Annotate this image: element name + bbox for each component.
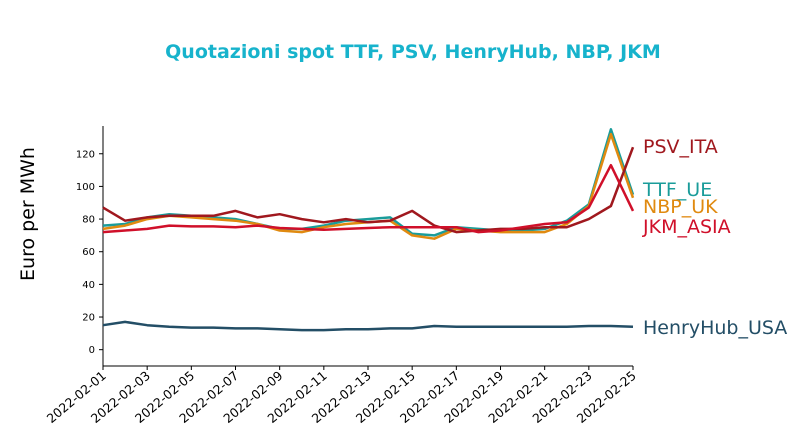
y-tick-label: 100 [76,182,95,193]
series-line-jkm-asia [102,163,635,234]
y-tick-label: 120 [76,149,95,160]
chart-title: Quotazioni spot TTF, PSV, HenryHub, NBP,… [165,41,661,63]
series-label-jkm-asia: JKM_ASIA [642,216,731,238]
y-tick-label: 20 [82,313,95,324]
axes: 0204060801001202022-02-012022-02-032022-… [44,126,639,425]
y-tick-label: 80 [82,215,95,226]
y-axis-label: Euro per MWh [17,147,39,281]
series-label-henryhub-usa: HenryHub_USA [643,317,787,339]
y-tick-label: 0 [89,345,95,356]
y-tick-label: 60 [82,247,95,258]
series-label-nbp-uk: NBP_UK [643,196,718,218]
series-line-henryhub-usa [102,320,634,332]
series-lines [102,128,635,332]
series-line-psv-ita [102,146,635,234]
y-tick-label: 40 [82,280,95,291]
series-label-ttf-ue: TTF_UE [642,179,712,201]
series-label-psv-ita: PSV_ITA [643,136,718,158]
series-line-ttf-ue [102,128,635,237]
